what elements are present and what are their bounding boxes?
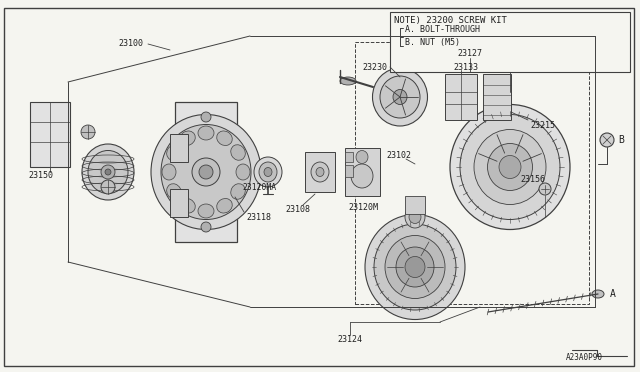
Bar	[170, 134, 188, 162]
Ellipse shape	[351, 164, 373, 188]
Bar	[345, 148, 380, 196]
Ellipse shape	[311, 162, 329, 182]
Text: 23156: 23156	[520, 176, 545, 185]
Ellipse shape	[151, 115, 261, 230]
Ellipse shape	[254, 157, 282, 187]
Ellipse shape	[198, 204, 214, 218]
Text: A: A	[610, 289, 616, 299]
Circle shape	[201, 222, 211, 232]
Ellipse shape	[372, 68, 428, 126]
Ellipse shape	[198, 126, 214, 140]
Ellipse shape	[405, 206, 425, 228]
Ellipse shape	[385, 235, 445, 298]
Text: 23133: 23133	[453, 62, 478, 71]
Text: 23124: 23124	[337, 336, 362, 344]
Circle shape	[101, 180, 115, 194]
Ellipse shape	[199, 165, 213, 179]
Text: 23118: 23118	[246, 212, 271, 221]
Ellipse shape	[374, 224, 456, 310]
Text: NOTE) 23200 SCREW KIT: NOTE) 23200 SCREW KIT	[394, 16, 507, 25]
Ellipse shape	[499, 155, 521, 179]
Circle shape	[539, 183, 551, 195]
Text: 23100: 23100	[118, 39, 143, 48]
Ellipse shape	[217, 131, 232, 145]
Bar	[305, 152, 335, 192]
Ellipse shape	[474, 129, 546, 205]
Circle shape	[201, 112, 211, 122]
Bar	[355, 42, 589, 304]
Ellipse shape	[393, 90, 407, 105]
Ellipse shape	[180, 199, 195, 213]
Ellipse shape	[356, 151, 368, 164]
Ellipse shape	[217, 199, 232, 213]
Bar	[30, 102, 70, 167]
Ellipse shape	[166, 145, 181, 160]
Text: 23215: 23215	[530, 122, 555, 131]
Ellipse shape	[105, 169, 111, 175]
Ellipse shape	[161, 125, 251, 219]
Ellipse shape	[450, 105, 570, 230]
Ellipse shape	[162, 164, 176, 180]
Ellipse shape	[405, 257, 425, 278]
Text: 23150: 23150	[28, 171, 53, 180]
Bar	[445, 74, 477, 120]
Bar	[405, 196, 425, 214]
Ellipse shape	[340, 77, 356, 85]
Ellipse shape	[396, 247, 434, 287]
Bar	[175, 102, 237, 242]
Ellipse shape	[316, 167, 324, 176]
Ellipse shape	[488, 144, 532, 190]
Ellipse shape	[231, 145, 245, 160]
Ellipse shape	[365, 215, 465, 320]
Text: B. NUT (M5): B. NUT (M5)	[405, 38, 460, 46]
Ellipse shape	[88, 151, 128, 193]
Bar	[345, 152, 353, 162]
Text: B: B	[618, 135, 624, 145]
Ellipse shape	[409, 211, 421, 224]
Text: A23A0P90: A23A0P90	[566, 353, 602, 362]
Ellipse shape	[460, 115, 560, 219]
Text: A. BOLT-THROUGH: A. BOLT-THROUGH	[405, 26, 480, 35]
Ellipse shape	[82, 144, 134, 200]
Bar	[390, 12, 630, 72]
Text: 23127: 23127	[458, 49, 483, 58]
Ellipse shape	[101, 165, 115, 179]
Ellipse shape	[264, 167, 272, 176]
Ellipse shape	[166, 184, 181, 199]
Ellipse shape	[236, 164, 250, 180]
Ellipse shape	[259, 162, 277, 182]
Ellipse shape	[231, 184, 245, 199]
Text: 23120M: 23120M	[348, 202, 378, 212]
Ellipse shape	[380, 76, 420, 118]
Text: 23108: 23108	[285, 205, 310, 215]
Bar	[483, 74, 511, 120]
Bar	[345, 165, 353, 177]
Text: 23230: 23230	[362, 62, 387, 71]
Ellipse shape	[192, 158, 220, 186]
Bar	[170, 189, 188, 217]
Text: 23102: 23102	[386, 151, 411, 160]
Circle shape	[81, 125, 95, 139]
Text: 23120MA: 23120MA	[242, 183, 276, 192]
Circle shape	[600, 133, 614, 147]
Ellipse shape	[592, 290, 604, 298]
Ellipse shape	[180, 131, 195, 145]
